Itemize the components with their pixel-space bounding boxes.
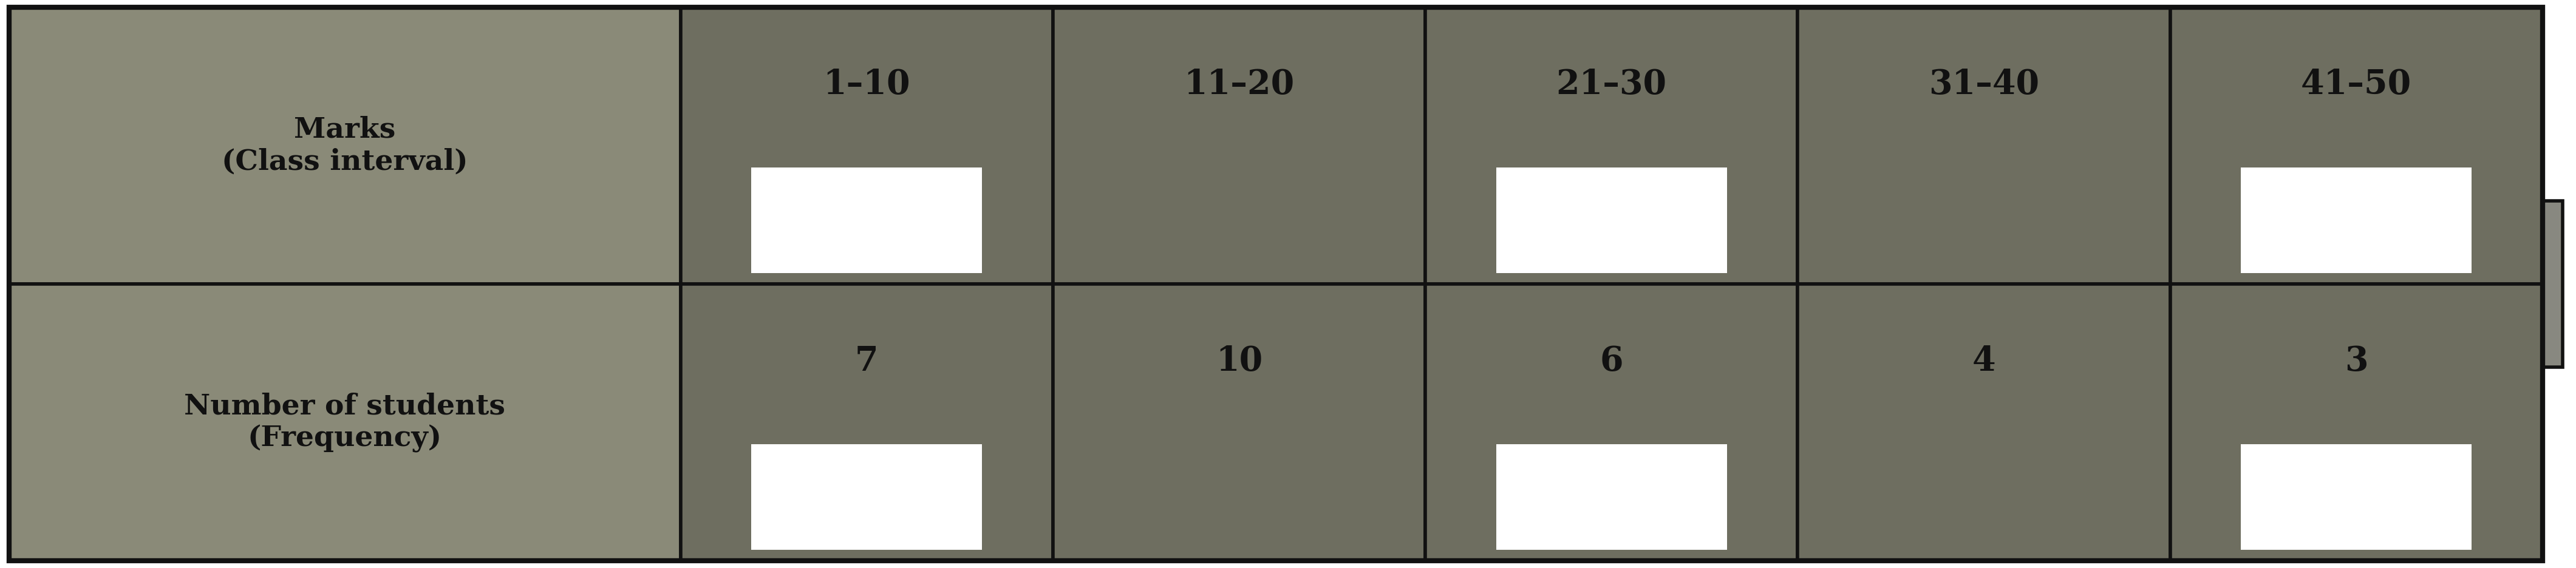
Bar [10, 7, 680, 284]
Bar [1425, 284, 1798, 561]
Bar [2241, 445, 2473, 550]
Bar [2241, 168, 2473, 273]
Text: 7: 7 [855, 345, 878, 378]
Bar [1425, 7, 1798, 284]
Bar [10, 284, 680, 561]
Text: 11–20: 11–20 [1185, 68, 1296, 102]
Bar [1497, 445, 1726, 550]
Bar [680, 284, 1054, 561]
Bar [1054, 7, 1425, 284]
Bar [680, 7, 1054, 284]
Bar [1798, 284, 2169, 561]
Text: 10: 10 [1216, 345, 1262, 378]
Bar [752, 168, 981, 273]
Text: 21–30: 21–30 [1556, 68, 1667, 102]
Text: Number of students
(Frequency): Number of students (Frequency) [183, 392, 505, 453]
Bar [1497, 168, 1726, 273]
Text: 31–40: 31–40 [1929, 68, 2040, 102]
Text: Marks
(Class interval): Marks (Class interval) [222, 115, 469, 176]
Bar [752, 445, 981, 550]
Bar [1054, 284, 1425, 561]
Text: 4: 4 [1973, 345, 1996, 378]
Text: 1–10: 1–10 [824, 68, 909, 102]
Text: 3: 3 [2344, 345, 2367, 378]
Bar [2543, 201, 2563, 367]
Text: 41–50: 41–50 [2300, 68, 2411, 102]
Text: 6: 6 [1600, 345, 1623, 378]
Bar [1798, 7, 2169, 284]
Bar [2169, 284, 2543, 561]
Bar [2169, 7, 2543, 284]
